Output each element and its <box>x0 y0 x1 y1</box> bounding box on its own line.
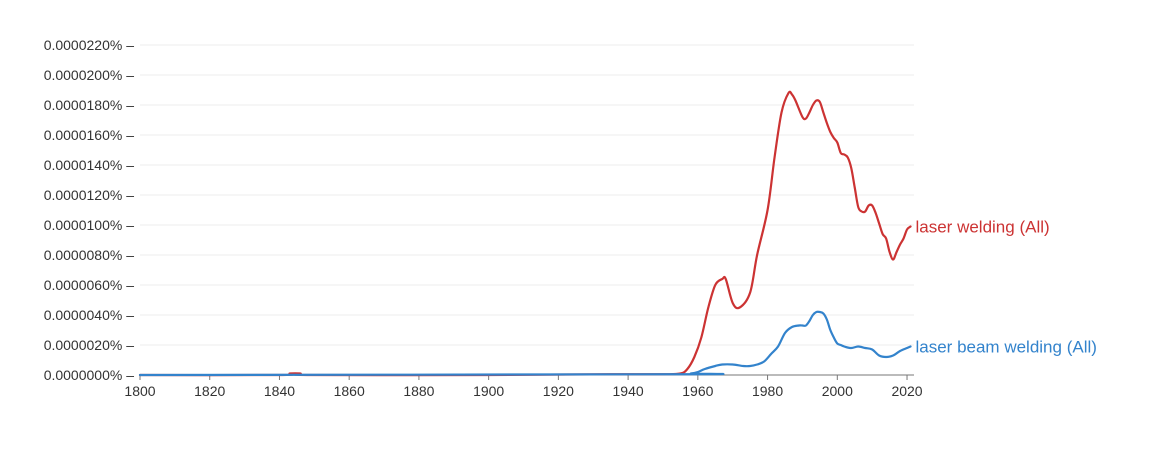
x-tick-label: 1920 <box>543 383 574 399</box>
x-tick-label: 1880 <box>403 383 434 399</box>
y-tick-label: 0.0000220% – <box>44 37 135 53</box>
y-tick-label: 0.0000020% – <box>44 337 135 353</box>
x-tick-label: 1860 <box>334 383 365 399</box>
x-tick-label: 1820 <box>194 383 225 399</box>
series-labels: laser welding (All) laser beam welding (A… <box>916 218 1097 357</box>
series-label-1: laser beam welding (All) <box>916 338 1097 357</box>
x-tick-label: 1940 <box>613 383 644 399</box>
y-tick-label: 0.0000100% – <box>44 217 135 233</box>
grid <box>140 44 914 346</box>
y-tick-label: 0.0000200% – <box>44 67 135 83</box>
series-line-0 <box>138 90 912 377</box>
series-line-1 <box>138 310 912 377</box>
x-tick-label: 1960 <box>682 383 713 399</box>
x-tick-label: 1980 <box>752 383 783 399</box>
x-tick-label: 1800 <box>124 383 155 399</box>
x-tick-label: 2000 <box>822 383 853 399</box>
y-tick-label: 0.0000140% – <box>44 157 135 173</box>
series-lines <box>138 90 912 377</box>
y-tick-label: 0.0000040% – <box>44 307 135 323</box>
x-tick-label: 1900 <box>473 383 504 399</box>
x-tick-label: 2020 <box>891 383 922 399</box>
y-tick-label: 0.0000160% – <box>44 127 135 143</box>
y-tick-label: 0.0000120% – <box>44 187 135 203</box>
y-tick-label: 0.0000000% – <box>44 367 135 383</box>
y-tick-label: 0.0000080% – <box>44 247 135 263</box>
y-axis-ticks: 0.0000000% – 0.0000020% – 0.0000040% – 0.00… <box>44 37 135 383</box>
y-tick-label: 0.0000180% – <box>44 97 135 113</box>
x-tick-label: 1840 <box>264 383 295 399</box>
x-axis-ticks: 1800 1820 1840 1860 1880 1900 1920 1940 1960 1980… <box>124 375 923 399</box>
series-label-0: laser welding (All) <box>916 218 1050 237</box>
y-tick-label: 0.0000060% – <box>44 277 135 293</box>
